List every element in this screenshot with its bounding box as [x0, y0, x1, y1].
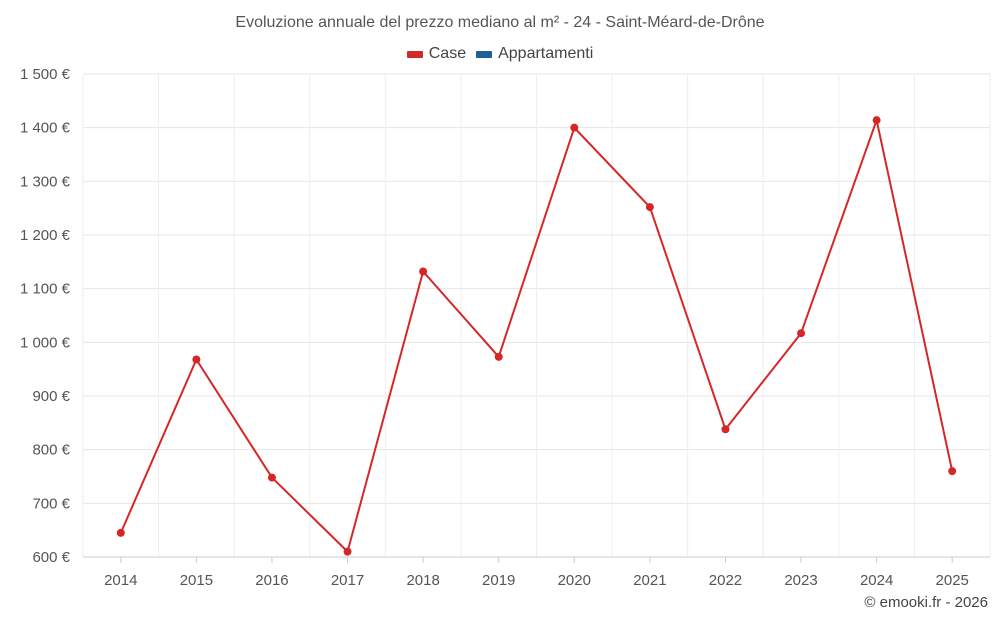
- y-tick-label: 700 €: [32, 495, 70, 512]
- x-tick-label: 2025: [936, 572, 969, 589]
- data-point-case: [948, 467, 957, 476]
- x-tick-label: 2023: [784, 572, 817, 589]
- chart-legend: Case Appartamenti: [0, 45, 1000, 63]
- x-tick-label: 2022: [709, 572, 742, 589]
- x-tick-label: 2016: [255, 572, 288, 589]
- y-tick-label: 1 500 €: [20, 66, 71, 83]
- y-tick-label: 1 100 €: [20, 281, 71, 298]
- legend-label-appartamenti: Appartamenti: [498, 45, 594, 62]
- credit-text: © emooki.fr - 2026: [864, 594, 988, 611]
- legend-swatch-appartamenti: [476, 50, 493, 58]
- data-point-case: [494, 352, 503, 361]
- x-tick-label: 2020: [558, 572, 591, 589]
- y-tick-label: 1 200 €: [20, 227, 71, 244]
- x-tick-label: 2021: [633, 572, 666, 589]
- y-tick-label: 1 300 €: [20, 173, 71, 190]
- series-line-case: [119, 119, 954, 553]
- legend-swatch-case: [406, 50, 423, 58]
- data-point-case: [797, 329, 806, 338]
- x-tick-label: 2014: [104, 572, 137, 589]
- data-point-case: [192, 355, 201, 364]
- y-tick-label: 800 €: [32, 442, 70, 459]
- legend-item-case[interactable]: Case: [406, 45, 467, 63]
- data-point-case: [419, 267, 428, 276]
- y-tick-label: 900 €: [32, 388, 70, 405]
- y-tick-label: 600 €: [32, 549, 70, 566]
- data-point-case: [645, 203, 654, 212]
- data-point-case: [116, 528, 125, 537]
- data-point-case: [721, 425, 730, 434]
- data-point-case: [343, 547, 352, 556]
- data-point-case: [570, 123, 579, 132]
- x-tick-label: 2019: [482, 572, 515, 589]
- x-tick-label: 2015: [180, 572, 213, 589]
- legend-item-appartamenti[interactable]: Appartamenti: [476, 45, 593, 63]
- x-tick-label: 2017: [331, 572, 364, 589]
- chart-title: Evoluzione annuale del prezzo mediano al…: [235, 14, 765, 31]
- x-tick-label: 2018: [406, 572, 439, 589]
- data-point-case: [267, 473, 276, 482]
- data-point-case: [872, 116, 881, 125]
- legend-label-case: Case: [428, 45, 467, 62]
- x-tick-label: 2024: [860, 572, 893, 589]
- y-tick-label: 1 000 €: [20, 334, 71, 351]
- y-tick-label: 1 400 €: [20, 120, 71, 137]
